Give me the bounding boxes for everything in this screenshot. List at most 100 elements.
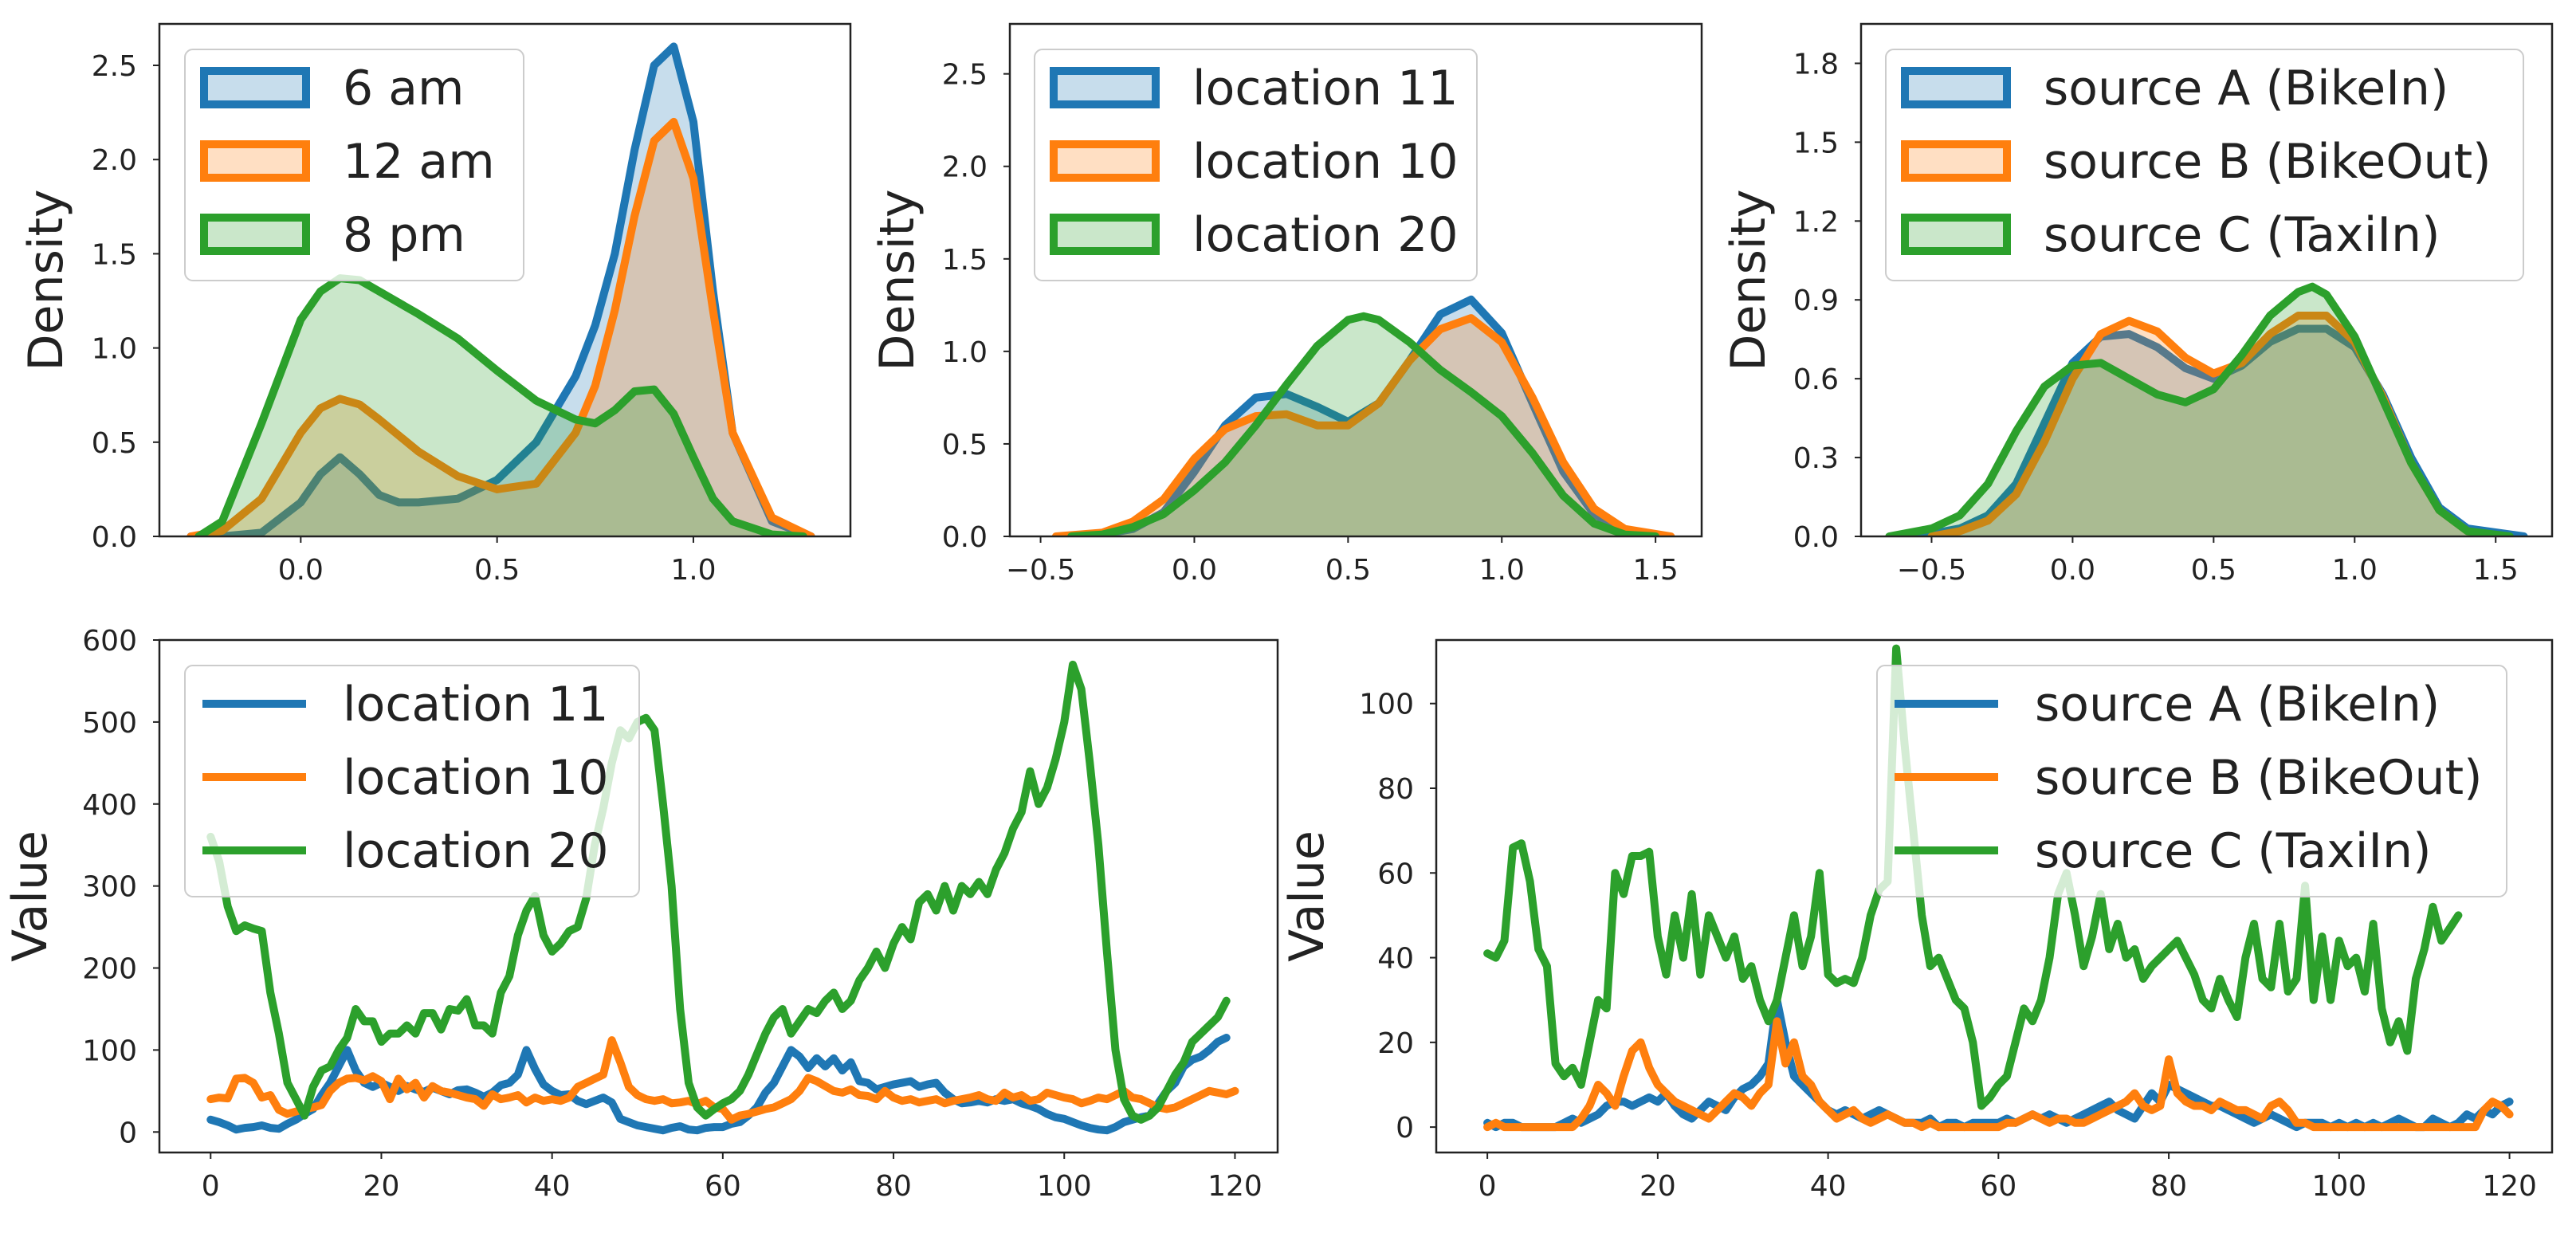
x-tick-label: 120 [1208, 1170, 1262, 1203]
legend-swatch-source-c-taxiin [1901, 214, 2011, 255]
x-tick-label: −0.5 [1897, 554, 1966, 587]
density-fill-source-c-taxiin [1889, 286, 2510, 536]
x-tick-label: 0.0 [2050, 554, 2095, 587]
legend-swatch-source-a-bikein [1901, 67, 2011, 108]
axes-frame [1435, 638, 2554, 1154]
plot-area [187, 42, 815, 536]
y-tick-label: 600 [82, 625, 137, 658]
legend-label-8-pm: 8 pm [343, 207, 465, 263]
y-tick-label: 2.5 [92, 50, 137, 83]
x-tick-label: 1.5 [1633, 554, 1679, 587]
x-tick-label: 1.0 [1479, 554, 1525, 587]
x-tick-label: 40 [534, 1170, 571, 1203]
y-axis-label: Density [18, 189, 74, 371]
legend-box [1876, 665, 2507, 897]
y-tick-label: 1.0 [942, 336, 988, 369]
legend-swatch-location-10 [1050, 140, 1160, 182]
legend-swatch-location-20 [1050, 214, 1160, 255]
legend-swatch-source-b-bikeout [1901, 140, 2011, 182]
axes-frame [1008, 22, 1703, 538]
x-tick-label: 1.0 [2332, 554, 2378, 587]
legend-label-location-20: location 20 [343, 823, 609, 879]
panel-density-6am-12am-8pm: 0.0 0.5 1.0 0.0 0.5 1.0 1.5 2.0 2.5 Density 6 am 12… [18, 22, 852, 587]
x-tick-label: 20 [1639, 1170, 1676, 1203]
plot-area [206, 660, 1239, 1135]
y-tick-label: 0.9 [1793, 285, 1839, 317]
y-tick-label: 0.0 [1793, 521, 1839, 554]
density-fill-6-am [190, 46, 811, 536]
legend-label-source-c-taxiin: source C (TaxiIn) [2044, 207, 2441, 263]
x-tick-label: 0.5 [474, 554, 520, 587]
legend-label-location-11: location 11 [1192, 61, 1459, 116]
y-tick-label: 1.5 [1793, 127, 1839, 159]
y-tick-label: 300 [82, 871, 137, 904]
plot-area [1885, 282, 2528, 536]
y-tick-label: 0 [1396, 1112, 1414, 1145]
legend-label-source-b-bikeout: source B (BikeOut) [2035, 750, 2483, 806]
y-tick-label: 0.6 [1793, 363, 1839, 396]
x-tick-label: 0.0 [278, 554, 324, 587]
density-fill-8-pm [198, 278, 803, 536]
density-curve-source-c-taxiin [1885, 282, 2514, 536]
legend: location 11 location 10 location 20 [184, 665, 640, 897]
density-fill-source-b-bikeout [1931, 316, 2496, 536]
plot-area [1483, 644, 2514, 1132]
panel-density-sources: −0.5 0.0 0.5 1.0 1.5 0.0 0.3 0.6 0.9 1.2 1.5 1.8 Den… [1721, 22, 2554, 587]
y-axis-label: Density [1721, 189, 1777, 371]
y-tick-label: 1.5 [92, 238, 137, 271]
legend-swatch-12-am [200, 140, 310, 182]
y-axis-label: Density [870, 189, 925, 371]
legend: source A (BikeIn) source B (BikeOut) sourc… [1885, 49, 2524, 281]
x-tick-label: 40 [1810, 1170, 1847, 1203]
y-tick-label: 40 [1377, 943, 1414, 976]
x-tick-label: 0 [202, 1170, 220, 1203]
y-tick-label: 20 [1377, 1027, 1414, 1060]
x-tick-label: 60 [705, 1170, 741, 1203]
y-tick-label: 200 [82, 953, 137, 986]
legend-label-source-b-bikeout: source B (BikeOut) [2044, 134, 2492, 190]
y-tick-label: 60 [1377, 858, 1414, 890]
y-tick-label: 1.8 [1793, 48, 1839, 80]
density-curve-8-pm [194, 274, 807, 536]
legend: source A (BikeIn) source B (BikeOut) sourc… [1876, 665, 2507, 897]
legend-label-6-am: 6 am [343, 61, 464, 116]
y-tick-label: 1.5 [942, 244, 988, 277]
x-tick-label: 100 [1037, 1170, 1092, 1203]
panel-timeseries-sources: 0 20 40 60 80 100 120 0 20 40 60 80 100 Value source A… [1279, 638, 2554, 1203]
density-curve-location-10 [1051, 314, 1675, 536]
y-tick-label: 2.0 [942, 151, 988, 184]
legend-label-location-10: location 10 [343, 750, 609, 806]
density-fill-location-20 [1071, 316, 1656, 536]
y-tick-label: 100 [1359, 689, 1414, 721]
panel-density-locations: −0.5 0.0 0.5 1.0 1.5 0.0 0.5 1.0 1.5 2.0 2.5 Densit… [870, 22, 1703, 587]
y-tick-label: 1.2 [1793, 206, 1839, 238]
plot-area [1051, 295, 1675, 536]
x-tick-label: −0.5 [1006, 554, 1075, 587]
series-line-source-c-taxiin [1483, 644, 2463, 1110]
x-tick-label: 1.0 [670, 554, 716, 587]
y-tick-label: 100 [82, 1035, 137, 1067]
axes-frame [1859, 22, 2554, 538]
y-tick-label: 2.0 [92, 144, 137, 177]
legend-label-location-10: location 10 [1192, 134, 1459, 190]
legend-swatch-8-pm [200, 214, 310, 255]
y-tick-label: 500 [82, 707, 137, 740]
series-line-location-10 [206, 1036, 1239, 1124]
y-tick-label: 2.5 [942, 59, 988, 92]
series-line-source-b-bikeout [1483, 1017, 2514, 1132]
y-axis-label: Value [1279, 831, 1335, 962]
y-tick-label: 400 [82, 789, 137, 822]
x-tick-label: 0.5 [2191, 554, 2236, 587]
x-tick-label: 80 [2150, 1170, 2187, 1203]
x-tick-label: 100 [2311, 1170, 2366, 1203]
legend: 6 am 12 am 8 pm [184, 49, 524, 281]
series-line-source-a-bikein [1483, 995, 2514, 1132]
legend-label-12-am: 12 am [343, 134, 495, 190]
axes-frame [158, 22, 852, 538]
panel-timeseries-locations: 0 20 40 60 80 100 120 0 100 200 300 400 500 600 Value l… [2, 625, 1279, 1203]
legend-label-location-11: location 11 [343, 677, 609, 732]
y-tick-label: 0.0 [92, 521, 137, 554]
x-tick-label: 0.5 [1325, 554, 1371, 587]
y-tick-label: 0.3 [1793, 442, 1839, 475]
legend-box [1885, 49, 2524, 281]
